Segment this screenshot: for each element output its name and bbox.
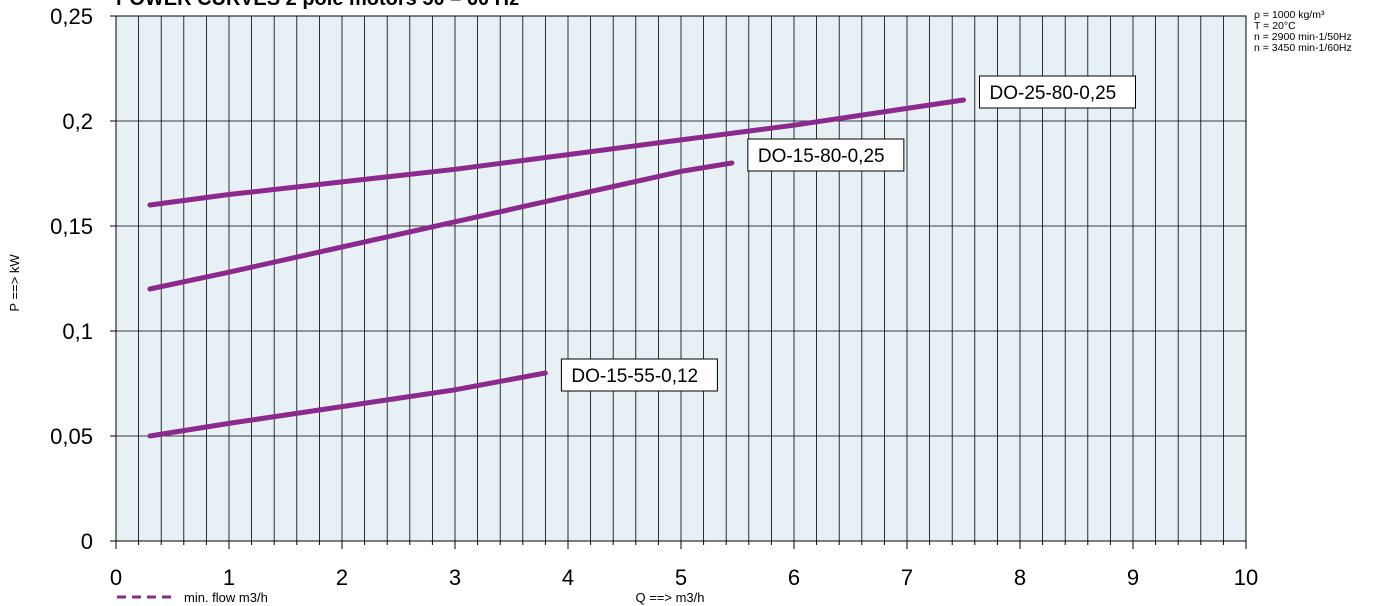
x-tick-label: 10 [1234, 565, 1258, 590]
x-tick-label: 4 [562, 565, 574, 590]
series-label: DO-15-80-0,25 [758, 146, 885, 167]
x-axis: 0 1 2 3 4 5 6 7 8 9 10 [110, 541, 1258, 590]
x-tick-label: 1 [223, 565, 235, 590]
y-axis-label: P ==> kW [7, 254, 22, 312]
y-tick-label: 0,2 [62, 109, 93, 134]
series-label: DO-15-55-0,12 [571, 366, 698, 387]
series-label: DO-25-80-0,25 [990, 83, 1117, 104]
x-tick-label: 9 [1127, 565, 1139, 590]
x-tick-label: 7 [901, 565, 913, 590]
operating-conditions: ρ = 1000 kg/m³ T = 20°C n = 2900 min-1/5… [1254, 10, 1352, 54]
series-line [147, 370, 548, 439]
series-label-box: DO-15-80-0,25 [747, 138, 905, 172]
x-tick-label: 3 [449, 565, 461, 590]
vertical-gridlines [138, 16, 1224, 541]
y-tick-label: 0,05 [50, 424, 93, 449]
condition-speed-50hz: n = 2900 min-1/50Hz [1254, 31, 1352, 43]
series-label-box: DO-15-55-0,12 [560, 358, 718, 392]
series-label-frame [560, 358, 718, 392]
condition-speed-60hz: n = 3450 min-1/60Hz [1254, 42, 1352, 54]
y-tick-label: 0 [81, 529, 93, 554]
series-line [147, 97, 966, 208]
y-tick-label: 0,1 [62, 319, 93, 344]
series-label-box: DO-25-80-0,25 [979, 75, 1136, 109]
condition-temperature: T = 20°C [1254, 20, 1296, 32]
legend-label: min. flow m3/h [184, 590, 268, 605]
legend: min. flow m3/h [117, 590, 268, 605]
series-labels: DO-25-80-0,25 DO-15-80-0,25 DO-15-55-0,12 [560, 75, 1136, 392]
series-label-frame [747, 138, 905, 172]
x-tick-label: 8 [1014, 565, 1026, 590]
x-tick-label: 2 [336, 565, 348, 590]
chart-title: POWER CURVES 2 pole motors 50 – 60 Hz [116, 0, 519, 10]
series-label-frame [979, 75, 1136, 109]
x-axis-label: Q ==> m3/h [635, 590, 704, 605]
series-line [147, 160, 735, 292]
x-tick-label: 5 [675, 565, 687, 590]
y-tick-label: 0,25 [50, 4, 93, 29]
series-lines [147, 97, 966, 439]
y-tick-label: 0,15 [50, 214, 93, 239]
y-axis: 0 0,05 0,1 0,15 0,2 0,25 [50, 4, 116, 554]
horizontal-gridlines [116, 120, 1246, 437]
condition-density: ρ = 1000 kg/m³ [1254, 9, 1325, 21]
x-tick-label: 0 [110, 565, 122, 590]
x-tick-label: 6 [788, 565, 800, 590]
